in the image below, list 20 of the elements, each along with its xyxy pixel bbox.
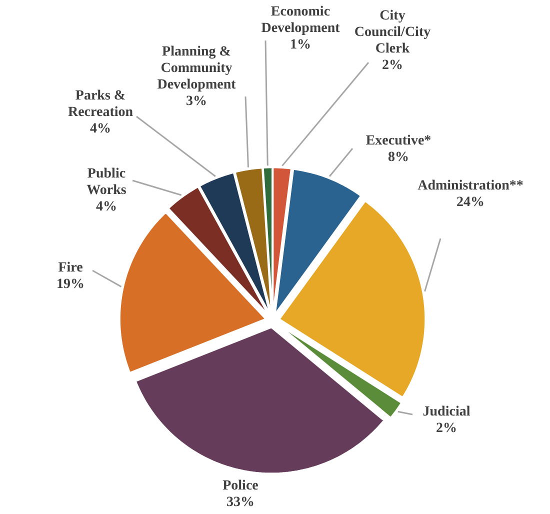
data-label: 1% bbox=[290, 38, 311, 52]
data-label: 2% bbox=[436, 421, 457, 436]
slice-label: Executive* bbox=[366, 134, 432, 148]
slice-label: Public Works bbox=[86, 166, 127, 198]
data-label: 8% bbox=[388, 150, 409, 165]
data-label: 3% bbox=[186, 94, 207, 109]
slice-label: Planning & Community Development bbox=[157, 44, 236, 92]
slice-label: Administration** bbox=[418, 178, 524, 194]
slice-label: Police bbox=[222, 478, 258, 494]
data-label: 4% bbox=[96, 200, 117, 214]
slice-label: Parks & Recreation bbox=[68, 88, 134, 120]
data-label: 4% bbox=[90, 122, 111, 136]
data-label: 19% bbox=[56, 277, 84, 292]
slice-label: Fire bbox=[58, 260, 83, 276]
slice-label: City Council/City Clerk bbox=[354, 8, 431, 56]
data-label: 24% bbox=[456, 195, 484, 210]
data-label: 2% bbox=[382, 58, 403, 73]
data-label: 33% bbox=[226, 495, 254, 510]
slice-label: Economic Development bbox=[261, 4, 340, 36]
slice-label: Judicial bbox=[422, 404, 470, 420]
